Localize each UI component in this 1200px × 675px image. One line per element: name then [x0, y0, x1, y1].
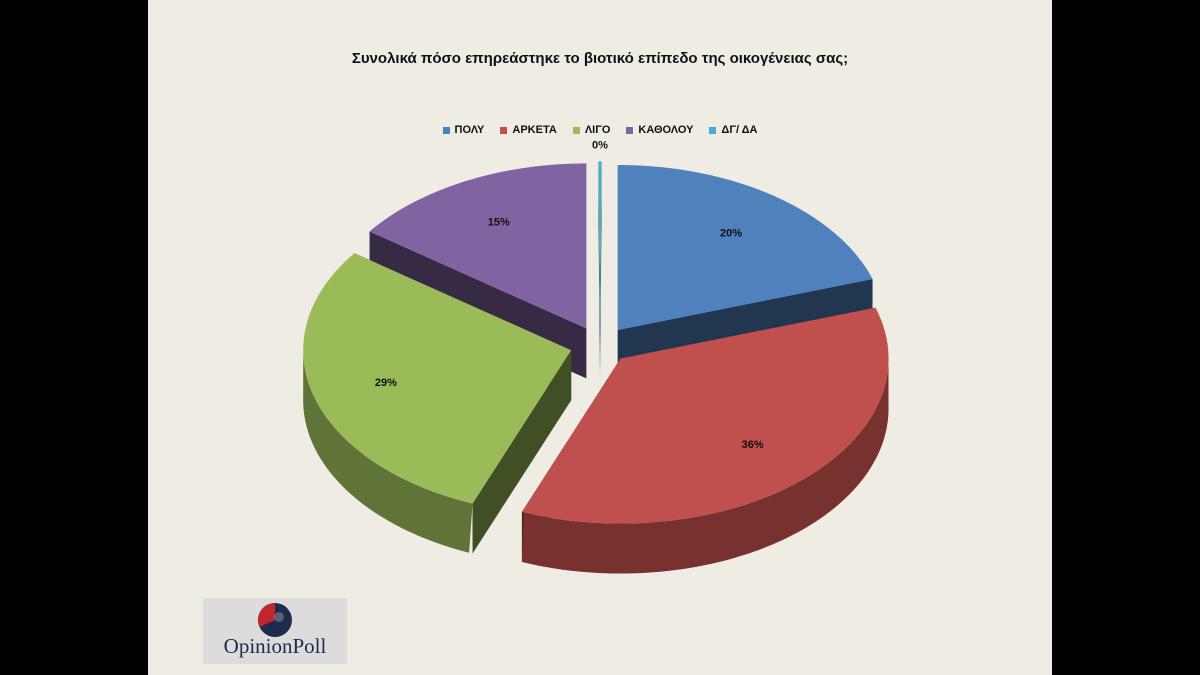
legend-label: ΔΓ/ ΔΑ [721, 124, 758, 136]
slice-top-face [617, 164, 873, 330]
pie-slice [303, 253, 572, 554]
legend-swatch [626, 126, 634, 134]
legend-item-arketa: ΑΡΚΕΤΑ [500, 124, 557, 136]
legend-label: ΛΙΓΟ [584, 124, 611, 136]
legend-swatch [442, 126, 450, 134]
pie-chart: 20% 36% 29% 15% 0% [303, 139, 889, 574]
data-label: 15% [488, 216, 510, 228]
slice-side-wall [472, 350, 572, 554]
legend-item-katholou: ΚΑΘΟΛΟΥ [626, 124, 693, 136]
slice-top-face [598, 161, 602, 327]
legend-item-poly: ΠΟΛΥ [442, 124, 485, 136]
chart-legend: ΠΟΛΥ ΑΡΚΕΤΑ ΛΙΓΟ ΚΑΘΟΛΟΥ ΔΓ/ ΔΑ [148, 124, 1052, 136]
legend-item-dg-da: ΔΓ/ ΔΑ [709, 124, 758, 136]
legend-swatch [572, 126, 580, 134]
opinionpoll-logo: OpinionPoll [203, 598, 347, 664]
slice-top-face [369, 163, 587, 329]
slide: Συνολικά πόσο επηρεάστηκε το βιοτικό επί… [148, 0, 1052, 675]
slice-top-face [303, 253, 572, 504]
slice-outer-wall [303, 352, 473, 553]
pie-slice [521, 307, 889, 574]
chart-title: Συνολικά πόσο επηρεάστηκε το βιοτικό επί… [351, 50, 849, 67]
slice-side-wall [600, 161, 602, 377]
slice-outer-wall [521, 358, 889, 574]
data-label: 29% [375, 377, 397, 389]
slice-side-wall [598, 161, 600, 377]
legend-label: ΠΟΛΥ [454, 124, 485, 136]
legend-item-ligo: ΛΙΓΟ [572, 124, 611, 136]
logo-text: OpinionPoll [223, 634, 327, 658]
data-label: 36% [742, 439, 764, 451]
legend-label: ΚΑΘΟΛΟΥ [638, 124, 694, 136]
slice-top-face [521, 307, 889, 524]
legend-swatch [709, 126, 717, 134]
data-label: 20% [720, 228, 742, 240]
data-label: 0% [592, 139, 608, 151]
legend-label: ΑΡΚΕΤΑ [512, 124, 557, 136]
legend-swatch [500, 126, 508, 134]
logo-mark-icon [257, 603, 292, 637]
pie-slice [598, 161, 602, 377]
